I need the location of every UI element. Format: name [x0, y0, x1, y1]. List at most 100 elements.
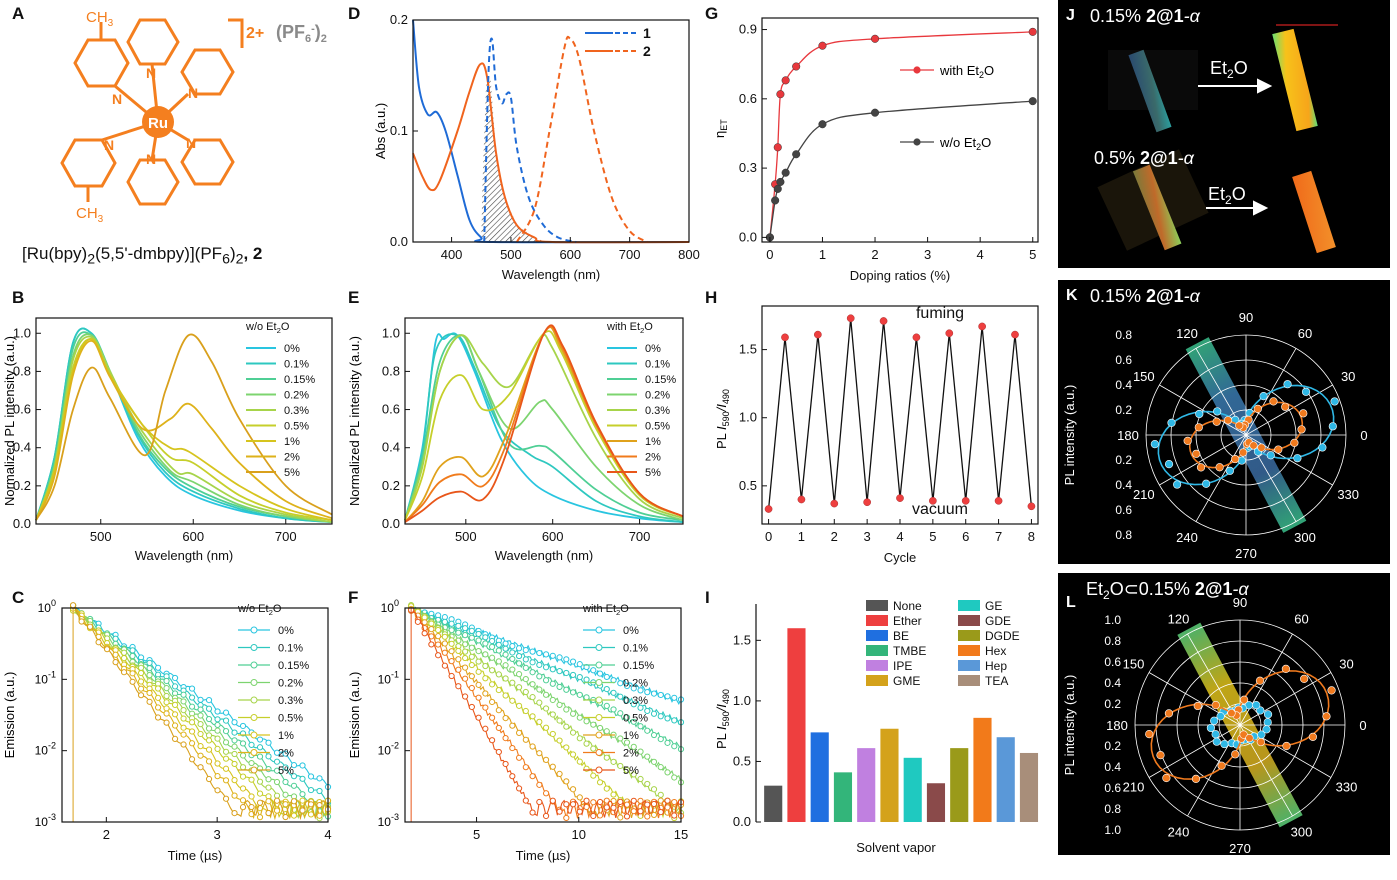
decay-point [563, 686, 570, 693]
blue-point [1211, 730, 1220, 739]
orange-point [1192, 449, 1201, 458]
orange-point [1281, 402, 1290, 411]
decay-point [569, 751, 577, 758]
decay-point [256, 814, 264, 821]
svg-text:N: N [104, 137, 114, 153]
arrow-label-1: Et2O [1210, 58, 1248, 81]
decay-point [112, 659, 119, 666]
decay-point [549, 711, 556, 718]
blue-point [1252, 701, 1261, 710]
decay-point [495, 658, 502, 665]
decay-point [282, 764, 289, 771]
decay-point [441, 662, 448, 669]
chart-b: 500 600 700 0.0 0.2 0.4 0.6 0.8 1.0 Wavelength (n… [2, 317, 333, 563]
x-axis-title: Doping ratios (%) [850, 268, 950, 283]
legend-label: 0% [623, 625, 639, 637]
panel-letter-k: K [1066, 287, 1078, 304]
x-tick-label: 10 [572, 827, 586, 842]
decay-point [222, 755, 230, 762]
angle-label: 300 [1291, 825, 1313, 840]
blue-point [1330, 397, 1339, 406]
legend-label: 0.15% [623, 660, 654, 672]
legend-label: 0% [645, 343, 661, 355]
crystal-before-1 [1128, 49, 1172, 133]
legend-swatch [958, 675, 980, 686]
y-tick-label: 0.6 [13, 402, 31, 417]
legend-label: 2 [643, 43, 651, 59]
legend-label: 5% [645, 467, 661, 479]
decay-point [522, 707, 529, 715]
decay-point [637, 775, 644, 783]
blue-point [1206, 723, 1216, 733]
legend-label: with Et2O [939, 63, 994, 80]
orange-point [1240, 695, 1249, 704]
legend-title-text: with Et [582, 603, 616, 615]
decay-point [630, 743, 637, 750]
y-axis-title: Normalized PL intensity (a.u.) [2, 336, 17, 506]
decay-point [549, 666, 556, 673]
decay-point [623, 697, 631, 704]
ru-atom [142, 106, 174, 138]
y-title-i: /I [714, 404, 729, 413]
decay-point [563, 669, 570, 677]
decay-point [299, 797, 306, 804]
radial-tick-label: 0.6 [1104, 655, 1121, 669]
y-axis-title: PL I590/I490 [714, 689, 731, 749]
decay-point [468, 627, 475, 634]
legend-marker [250, 696, 258, 704]
decay-point [482, 725, 489, 732]
legend-label: 0.3% [278, 695, 303, 707]
decay-point [590, 721, 597, 728]
x-tick-label: 5 [473, 827, 480, 842]
decay-point [664, 797, 671, 804]
y-axis-title: Abs (a.u.) [373, 103, 388, 159]
y-title-i: /I [714, 704, 729, 713]
radial-tick-label: 0.6 [1115, 503, 1132, 517]
decay-point [256, 778, 264, 785]
decay-point [556, 737, 563, 744]
legend-label: 0.2% [645, 390, 670, 402]
y-tick-label: 0.8 [382, 363, 400, 378]
orange-point [1156, 750, 1165, 760]
y-axis-title: Emission (a.u.) [347, 672, 362, 759]
data-point [978, 322, 986, 331]
decay-point [603, 728, 610, 735]
series-line [769, 100, 1033, 238]
decay-point [515, 754, 523, 761]
decay-point [282, 750, 289, 757]
series-line-0.3% [404, 333, 684, 521]
title-mid: O⊂ [1110, 579, 1139, 599]
polar-spoke [1148, 724, 1241, 778]
decay-point [171, 701, 179, 708]
decay-point [316, 787, 323, 795]
decay-point [671, 743, 678, 750]
decay-point [644, 780, 651, 788]
decay-point [265, 753, 272, 760]
orange-point [1231, 454, 1240, 464]
decay-point [231, 750, 238, 758]
panel-letter-b: B [12, 288, 25, 307]
y-tick-label: 10-3 [378, 812, 399, 829]
decay-point [455, 629, 462, 636]
y-tick-label: 0.1 [390, 123, 408, 138]
legend-marker [913, 66, 921, 74]
decay-point [197, 743, 204, 750]
decay-point [542, 790, 550, 797]
angle-label: 330 [1336, 780, 1358, 795]
y-title-base: PL [714, 730, 729, 749]
y-tick-label: 0.6 [382, 402, 400, 417]
y-tick-label: 0.3 [739, 160, 757, 175]
decay-point [583, 694, 590, 701]
tick-exp: 0 [51, 598, 56, 608]
legend-swatch [866, 615, 888, 626]
x-tick-label: 6 [962, 529, 969, 544]
decay-point [495, 641, 502, 648]
bar-BE [810, 732, 829, 822]
angle-label: 180 [1106, 718, 1128, 733]
angle-label: 330 [1337, 487, 1359, 502]
decay-point [563, 814, 570, 822]
decay-point [239, 722, 247, 730]
panel-letter-j: J [1066, 7, 1075, 24]
decay-point [214, 760, 221, 767]
decay-point [522, 664, 529, 671]
